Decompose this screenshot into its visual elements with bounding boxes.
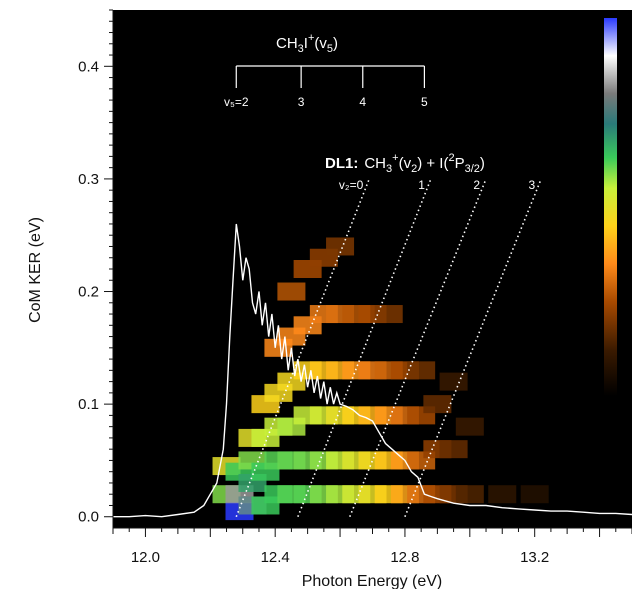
colorbar	[604, 18, 617, 396]
vibrational-line-label: 3	[528, 178, 535, 192]
heatmap-cell	[423, 395, 452, 414]
progression-label: CH3I+(v5)	[276, 32, 338, 55]
dotted-lines-layer	[235, 178, 542, 518]
dl1-annotation: DL1: CH3+(v2) + I(2P3/2)	[325, 152, 485, 175]
dl1-label: DL1: CH3+(v2) + I(2P3/2)	[325, 152, 485, 175]
y-tick-label: 0.0	[78, 509, 99, 526]
y-tick-label: 0.1	[78, 396, 99, 413]
y-tick-label: 0.3	[78, 171, 99, 188]
x-tick-label: 13.2	[520, 549, 549, 566]
vibrational-level-line	[235, 178, 371, 518]
heatmap-cell	[488, 485, 517, 504]
x-tick-label: 12.0	[131, 549, 160, 566]
heatmap-cell	[277, 282, 306, 301]
vibrational-line-label: 2	[473, 178, 480, 192]
heatmap-cell	[455, 485, 484, 504]
x-axis-title: Photon Energy (eV)	[302, 573, 443, 589]
x-tick-label: 12.8	[390, 549, 419, 566]
heatmap-cell	[520, 485, 549, 504]
progression-annotation: CH3I+(v5) v₅=2 3 4 5	[224, 32, 428, 109]
vibrational-line-label: 1	[418, 178, 425, 192]
vibrational-line-label: v₂=0	[339, 178, 364, 192]
spectrum-line	[113, 223, 632, 518]
heatmap-cell	[439, 372, 468, 391]
heatmap-cell	[326, 237, 355, 256]
y-tick-label: 0.2	[78, 284, 99, 301]
heatmap-cell	[407, 361, 436, 380]
y-tick-label: 0.4	[78, 58, 99, 75]
y-axis-title: CoM KER (eV)	[27, 217, 44, 323]
progression-tick-label: 3	[298, 95, 305, 109]
heatmap-cell	[374, 305, 403, 324]
spectrum-layer	[113, 223, 632, 518]
progression-tick-label: v₅=2	[224, 95, 249, 109]
plot-background	[113, 10, 632, 528]
heatmap-cell	[439, 440, 468, 459]
axes: 0.0 0.1 0.2 0.3 0.4 12.0 12.4 12.8 13.2	[78, 9, 632, 566]
vibrational-level-line	[297, 178, 432, 518]
progression-tick-label: 4	[359, 95, 366, 109]
progression-tick-label: 5	[421, 95, 428, 109]
x-tick-label: 12.4	[261, 549, 290, 566]
heatmap-cell	[455, 417, 484, 436]
heatmap-layer	[212, 237, 549, 521]
